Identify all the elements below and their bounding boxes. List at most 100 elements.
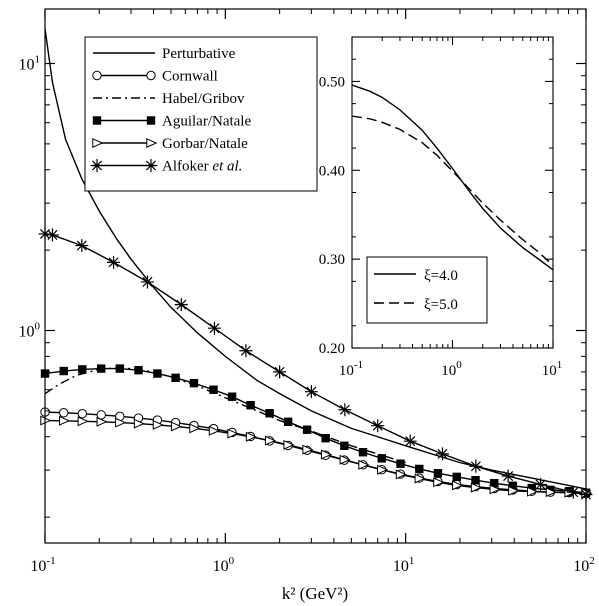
inset-x-tick-label-exponent: -1 <box>354 359 363 371</box>
main-plot-frame <box>44 8 587 544</box>
inset-series-5-0 <box>352 115 553 266</box>
legend-label: Perturbative <box>162 46 236 62</box>
main-series-gorbar-natale <box>40 415 593 499</box>
inset-y-tick-label: 0.40 <box>319 163 345 179</box>
main-y-tick-label-base: 10 <box>19 57 35 74</box>
legend-entry-alfoker-et-al: Alfoker et al. <box>90 159 242 175</box>
legend-marker <box>144 159 158 172</box>
main-data-point <box>377 454 386 463</box>
legend-label-text: Aguilar/Natale <box>162 114 251 130</box>
main-y-tick-label-exponent: 0 <box>35 321 41 333</box>
main-data-point <box>59 408 69 418</box>
main-data-point <box>403 434 417 448</box>
main-data-point <box>283 439 295 450</box>
legend-label-text: Alfoker <box>162 159 212 175</box>
inset-legend-entry-4-0: ξ=4.0 <box>374 268 458 284</box>
inset-legend-label: ξ=5.0 <box>424 297 458 313</box>
legend-label: Habel/Gribov <box>162 91 245 107</box>
inset-legend-box <box>366 256 488 324</box>
main-data-point <box>78 365 87 374</box>
main-data-point <box>140 275 154 289</box>
inset-legend-label: ξ=4.0 <box>424 268 458 284</box>
main-data-point <box>302 425 312 434</box>
inset-y-tick-label: 0.50 <box>319 74 345 90</box>
main-data-point <box>227 392 237 401</box>
legend-label: Alfoker et al. <box>162 159 242 175</box>
main-data-point <box>171 373 180 383</box>
legend-marker <box>92 116 102 125</box>
legend-label-text: Perturbative <box>162 46 236 62</box>
main-data-point <box>396 459 405 468</box>
main-data-point <box>534 477 548 491</box>
main-data-point <box>545 487 557 498</box>
inset-x-tick-label: 10-1 <box>339 359 363 379</box>
main-data-point <box>59 366 68 376</box>
main-x-tick-label-exponent: 2 <box>589 555 595 567</box>
main-data-point <box>304 385 318 399</box>
inset-legend: ξ=4.0 ξ=5.0 <box>366 256 488 324</box>
main-y-tick-label: 100 <box>19 321 41 341</box>
main-data-point <box>245 431 257 442</box>
main-legend: Perturbative Cornwall Habel/Gribov Aguilar/… <box>84 36 318 192</box>
main-data-point <box>452 480 464 491</box>
legend-marker <box>146 138 158 148</box>
inset-legend-entry-5-0: ξ=5.0 <box>374 297 458 313</box>
main-series-line <box>45 411 586 495</box>
main-data-point <box>321 434 330 443</box>
main-data-point <box>358 448 368 457</box>
main-data-point <box>527 486 539 497</box>
legend-label-text: Gorbar/Natale <box>162 136 248 152</box>
main-data-point <box>59 415 71 426</box>
main-data-point <box>433 469 443 478</box>
main-data-point <box>508 485 520 496</box>
legend-label-italic: et al. <box>212 159 242 175</box>
main-y-tick-label-base: 10 <box>19 324 35 341</box>
main-x-tick-label-base: 10 <box>393 558 409 575</box>
main-data-point <box>75 239 89 253</box>
main-data-point <box>566 485 580 499</box>
main-y-tick-label-exponent: 1 <box>35 54 41 66</box>
legend-marker <box>92 70 102 81</box>
legend-marker <box>90 159 104 172</box>
inset-y-tick-label: 0.30 <box>319 252 345 268</box>
main-data-point <box>395 469 407 480</box>
main-data-point <box>134 366 143 375</box>
main-x-axis-title: k² (GeV²) <box>282 584 348 603</box>
main-data-point <box>265 409 274 418</box>
main-x-tick-label-exponent: -1 <box>46 555 55 567</box>
inset-x-tick-label-base: 10 <box>441 363 456 379</box>
inset-y-tick-label: 0.20 <box>319 341 345 357</box>
legend-label: Gorbar/Natale <box>162 136 248 152</box>
main-series-line <box>45 419 586 494</box>
main-y-tick-label: 101 <box>19 54 41 74</box>
main-data-point <box>302 444 314 455</box>
inset-series-line <box>352 84 553 271</box>
main-data-point <box>435 447 449 461</box>
main-data-point <box>320 449 333 460</box>
main-data-point <box>77 416 89 427</box>
main-data-point <box>338 403 352 417</box>
main-data-point <box>174 298 188 312</box>
main-x-tick-label: 100 <box>213 555 235 575</box>
main-data-point <box>508 481 518 491</box>
inset-series-line <box>352 115 553 266</box>
main-x-tick-label-base: 10 <box>213 558 229 575</box>
inset-x-tick-label-exponent: 0 <box>456 359 462 371</box>
legend-label: Cornwall <box>162 69 218 85</box>
legend-marker <box>146 116 156 125</box>
main-data-point <box>377 464 389 475</box>
legend-entry-habel-gribov: Habel/Gribov <box>93 91 245 107</box>
inset-x-tick-label-base: 10 <box>339 363 354 379</box>
main-data-point <box>489 484 501 495</box>
main-data-point <box>501 469 515 483</box>
inset-series-layer <box>352 84 553 271</box>
inset-x-tick-label: 100 <box>441 359 462 379</box>
main-data-point <box>189 378 199 388</box>
main-x-tick-label-exponent: 0 <box>229 555 235 567</box>
main-data-point <box>273 365 287 379</box>
legend-label-text: Cornwall <box>162 69 218 85</box>
